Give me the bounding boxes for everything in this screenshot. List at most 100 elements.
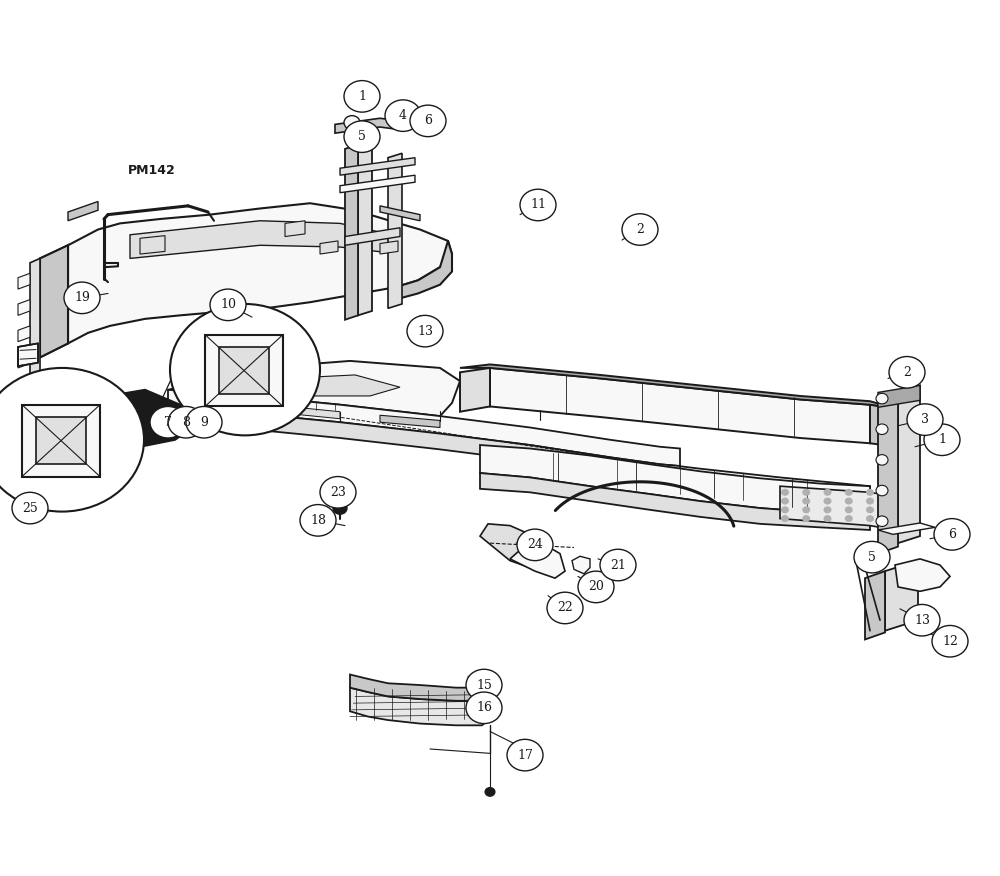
Polygon shape [30,258,40,385]
Text: 2: 2 [636,223,644,236]
Polygon shape [140,236,165,254]
Text: 23: 23 [330,486,346,498]
Circle shape [824,506,832,513]
Circle shape [904,604,940,636]
Text: 18: 18 [310,514,326,526]
Polygon shape [219,347,269,394]
Circle shape [150,406,186,438]
Circle shape [781,489,789,496]
Polygon shape [480,473,870,530]
Circle shape [64,282,100,314]
Polygon shape [358,140,372,315]
Circle shape [210,289,246,321]
Polygon shape [878,385,920,407]
Circle shape [385,100,421,131]
Circle shape [186,406,222,438]
Circle shape [866,506,874,513]
Polygon shape [350,675,488,705]
Text: 20: 20 [588,581,604,593]
Polygon shape [18,343,38,366]
Polygon shape [878,523,935,534]
Polygon shape [490,368,870,443]
Circle shape [12,492,48,524]
Polygon shape [18,352,30,368]
Circle shape [802,506,810,513]
Circle shape [876,424,888,434]
Circle shape [845,506,853,513]
Circle shape [802,489,810,496]
Polygon shape [572,556,590,574]
Circle shape [781,515,789,522]
Polygon shape [460,364,895,408]
Polygon shape [68,203,452,343]
Circle shape [934,519,970,550]
Text: 5: 5 [868,551,876,563]
Text: 4: 4 [399,110,407,122]
Text: 12: 12 [942,635,958,647]
Polygon shape [18,273,30,289]
Polygon shape [340,175,415,193]
Polygon shape [480,524,548,569]
Polygon shape [380,241,398,254]
Polygon shape [335,118,400,133]
Text: 7: 7 [164,416,172,428]
Polygon shape [865,571,885,639]
Polygon shape [380,415,440,427]
Circle shape [845,498,853,505]
Circle shape [600,549,636,581]
Circle shape [932,625,968,657]
Text: 6: 6 [948,528,956,540]
Circle shape [845,489,853,496]
Polygon shape [380,206,420,221]
Circle shape [781,498,789,505]
Circle shape [407,315,443,347]
Text: 13: 13 [417,325,433,337]
Text: 13: 13 [914,614,930,626]
Polygon shape [130,221,400,258]
Text: 21: 21 [610,559,626,571]
Circle shape [466,669,502,701]
Circle shape [854,541,890,573]
Circle shape [866,498,874,505]
Circle shape [517,529,553,561]
Circle shape [876,485,888,496]
Circle shape [333,502,347,514]
Polygon shape [345,228,400,245]
Polygon shape [168,390,680,466]
Polygon shape [40,245,68,357]
Text: 9: 9 [200,416,208,428]
Circle shape [410,105,446,137]
Text: 2: 2 [903,366,911,378]
Text: 3: 3 [921,413,929,426]
Circle shape [802,498,810,505]
Polygon shape [895,559,950,591]
Circle shape [320,477,356,508]
Polygon shape [168,361,460,416]
Polygon shape [350,688,488,725]
Text: 19: 19 [74,292,90,304]
Circle shape [170,304,320,435]
Circle shape [622,214,658,245]
Polygon shape [345,145,358,320]
Circle shape [866,515,874,522]
Circle shape [924,424,960,456]
Polygon shape [168,407,680,482]
Polygon shape [878,392,898,554]
Polygon shape [510,543,565,578]
Circle shape [466,692,502,724]
Text: 15: 15 [476,679,492,691]
Circle shape [889,357,925,388]
Circle shape [578,571,614,603]
Polygon shape [870,405,895,447]
Text: 10: 10 [220,299,236,311]
Text: PM142: PM142 [128,165,176,177]
Polygon shape [395,241,452,300]
Circle shape [907,404,943,435]
Circle shape [485,788,495,796]
Circle shape [876,393,888,404]
Text: 8: 8 [182,416,190,428]
Polygon shape [320,241,338,254]
Circle shape [344,121,380,152]
Circle shape [876,455,888,465]
Polygon shape [18,326,30,342]
